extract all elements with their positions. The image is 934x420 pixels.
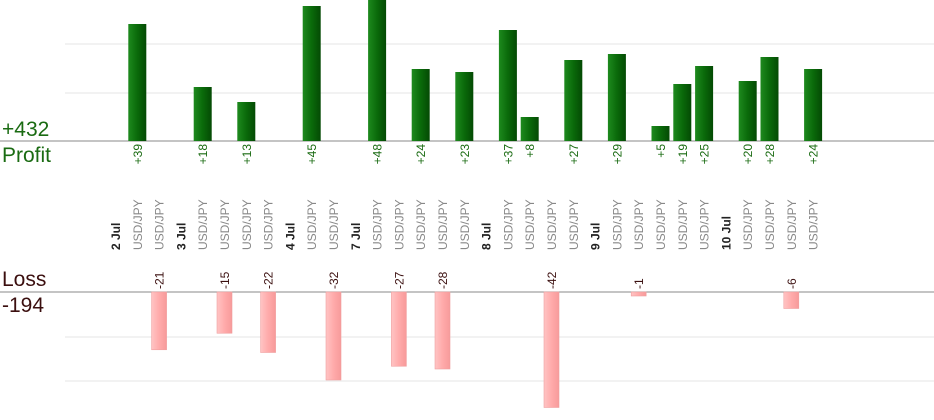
loss-value-label: -15 xyxy=(218,271,232,289)
date-label: 9 Jul xyxy=(589,223,603,250)
pair-label: USD/JPY xyxy=(610,199,624,250)
profit-value-label: +28 xyxy=(763,144,777,165)
loss-value-label: -28 xyxy=(436,271,450,289)
profit-value-label: +18 xyxy=(196,144,210,165)
pair-label: USD/JPY xyxy=(131,199,145,250)
profit-bar xyxy=(193,87,212,141)
pair-label: USD/JPY xyxy=(240,199,254,250)
profit-bar xyxy=(695,66,714,141)
profit-value-label: +24 xyxy=(414,144,428,165)
pair-label: USD/JPY xyxy=(392,199,406,250)
pair-label: USD/JPY xyxy=(262,199,276,250)
pair-label: USD/JPY xyxy=(305,199,319,250)
loss-value-label: -22 xyxy=(262,271,276,289)
profit-bar xyxy=(128,24,147,141)
loss-value-label: -27 xyxy=(392,271,406,289)
profit-bar xyxy=(760,57,779,141)
profit-bar xyxy=(673,84,692,141)
profit-bar xyxy=(368,0,387,141)
date-label: 3 Jul xyxy=(174,223,188,250)
profit-bar xyxy=(302,6,321,141)
pair-label: USD/JPY xyxy=(545,199,559,250)
pair-label: USD/JPY xyxy=(501,199,515,250)
pair-label: USD/JPY xyxy=(567,199,581,250)
loss-value-label: -42 xyxy=(545,271,559,289)
profit-value-label: +5 xyxy=(654,144,668,158)
profit-value-label: +20 xyxy=(741,144,755,165)
pair-label: USD/JPY xyxy=(676,199,690,250)
profit-value-label: +45 xyxy=(305,144,319,165)
pair-label: USD/JPY xyxy=(371,199,385,250)
profit-bar xyxy=(455,72,474,141)
pair-label: USD/JPY xyxy=(741,199,755,250)
loss-bar xyxy=(434,291,451,370)
loss-bar xyxy=(391,291,407,367)
profit-value-label: +24 xyxy=(807,144,821,165)
profit-value-label: +37 xyxy=(501,144,515,165)
pair-label: USD/JPY xyxy=(654,199,668,250)
date-label: 2 Jul xyxy=(109,223,123,250)
profit-bar xyxy=(498,30,517,141)
loss-label: Loss xyxy=(2,268,47,291)
loss-bar xyxy=(325,291,342,381)
pair-label: USD/JPY xyxy=(632,199,646,250)
pair-label: USD/JPY xyxy=(196,199,210,250)
bar-labels: 2 Jul USD/JPY +39 USD/JPY -21 3 Jul USD/JPY +18… xyxy=(109,144,821,289)
pair-label: USD/JPY xyxy=(218,199,232,250)
profit-bar xyxy=(520,117,539,141)
pair-label: USD/JPY xyxy=(807,199,821,250)
date-label: 10 Jul xyxy=(719,216,733,250)
profit-value-label: +27 xyxy=(567,144,581,165)
pair-label: USD/JPY xyxy=(458,199,472,250)
loss-bar xyxy=(151,291,167,351)
profit-label: Profit xyxy=(2,144,52,167)
loss-value-label: -6 xyxy=(785,278,799,289)
profit-value-label: +19 xyxy=(676,144,690,165)
pair-label: USD/JPY xyxy=(153,199,167,250)
profit-bar xyxy=(237,102,256,141)
loss-bar xyxy=(783,291,800,309)
pair-label: USD/JPY xyxy=(785,199,799,250)
loss-bar xyxy=(630,291,647,297)
profit-value-label: +25 xyxy=(698,144,712,165)
pair-label: USD/JPY xyxy=(763,199,777,250)
pair-label: USD/JPY xyxy=(698,199,712,250)
profit-value-label: +8 xyxy=(523,144,537,158)
profit-bar xyxy=(411,69,430,141)
loss-bar xyxy=(543,291,560,408)
loss-bar xyxy=(260,291,276,353)
profit-value-label: +23 xyxy=(458,144,472,165)
loss-value-label: -21 xyxy=(153,271,167,289)
pair-label: USD/JPY xyxy=(436,199,450,250)
profit-bar xyxy=(651,126,670,141)
date-label: 4 Jul xyxy=(283,223,297,250)
profit-value-label: +29 xyxy=(610,144,624,165)
loss-total: -194 xyxy=(2,294,45,317)
profit-bar xyxy=(804,69,823,141)
date-label: 7 Jul xyxy=(349,223,363,250)
profit-value-label: +39 xyxy=(131,144,145,165)
loss-bar xyxy=(216,291,233,334)
profit-value-label: +13 xyxy=(240,144,254,165)
profit-bar xyxy=(738,81,757,141)
profit-bar xyxy=(564,60,583,141)
profit-total: +432 xyxy=(2,118,50,141)
bars xyxy=(128,0,823,408)
loss-value-label: -32 xyxy=(327,271,341,289)
pair-label: USD/JPY xyxy=(327,199,341,250)
date-label: 8 Jul xyxy=(480,223,494,250)
loss-value-label: -1 xyxy=(632,278,646,289)
pair-label: USD/JPY xyxy=(414,199,428,250)
profit-value-label: +48 xyxy=(371,144,385,165)
profit-bar xyxy=(607,54,626,141)
pair-label: USD/JPY xyxy=(523,199,537,250)
